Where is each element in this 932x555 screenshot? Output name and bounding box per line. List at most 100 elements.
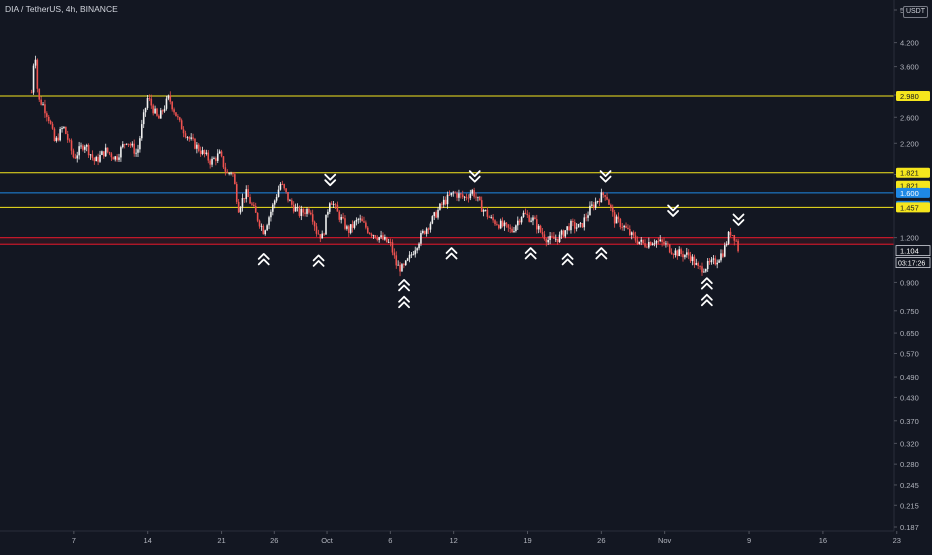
candle-down <box>731 235 734 236</box>
candle-down <box>313 221 316 227</box>
level-label-text: 1.600 <box>900 189 919 198</box>
candle-up <box>503 222 506 227</box>
candle-down <box>661 239 663 242</box>
candle-down <box>338 211 341 220</box>
candle-down <box>441 203 443 205</box>
candle-down <box>285 188 287 192</box>
countdown-label: 03:17:26 <box>895 257 931 269</box>
candle-down <box>203 150 206 155</box>
candle-up <box>135 152 137 154</box>
candle-down <box>486 209 489 217</box>
candle-down <box>97 156 99 162</box>
candle-up <box>384 236 386 240</box>
candle-up <box>589 205 591 216</box>
candle-down <box>480 200 483 212</box>
candle-down <box>461 194 464 198</box>
chevron-up-icon <box>595 247 608 260</box>
candle-down <box>237 201 240 213</box>
candle-down <box>611 207 614 213</box>
candle-down <box>479 196 481 201</box>
candle-down <box>30 92 33 94</box>
candle-down <box>180 120 183 130</box>
candle-down <box>391 242 394 253</box>
chevron-stroke <box>700 277 713 285</box>
candle-up <box>615 216 618 224</box>
candle-up <box>154 108 156 114</box>
candle-up <box>380 235 382 238</box>
chevron-stroke <box>599 175 612 183</box>
time-tick-label: Oct <box>321 536 334 545</box>
level-label-text: 2.980 <box>900 92 919 101</box>
candle-up <box>63 126 65 128</box>
candle-down <box>448 194 451 196</box>
candle-down <box>456 192 458 198</box>
candle-up <box>706 261 709 270</box>
currency-label[interactable]: USDT <box>902 6 928 18</box>
candle-up <box>104 147 107 157</box>
level-label-bg <box>896 91 930 102</box>
candle-down <box>235 184 238 202</box>
candle-up <box>452 192 455 194</box>
candles <box>30 55 739 277</box>
candle-down <box>103 151 105 157</box>
candle-down <box>475 196 477 198</box>
candle-up <box>558 234 561 243</box>
candle-down <box>682 254 684 258</box>
candle-down <box>543 234 546 240</box>
chevron-up-icon <box>445 247 458 260</box>
level-label-text: 1.821 <box>900 169 919 178</box>
candle-down <box>158 115 160 119</box>
candle-down <box>251 203 253 205</box>
candle-down <box>161 110 164 112</box>
candle-down <box>581 223 584 228</box>
candle-up <box>122 144 124 148</box>
candle-down <box>444 199 447 205</box>
candle-up <box>566 226 568 231</box>
candle-down <box>199 150 202 154</box>
candle-down <box>435 212 437 218</box>
candle-down <box>171 101 173 110</box>
price-tick-label: 1.200 <box>900 234 919 243</box>
candle-up <box>277 189 280 197</box>
last-price-text: 1.104 <box>900 247 919 256</box>
candle-down <box>551 235 553 237</box>
candle-up <box>42 104 44 106</box>
candle-up <box>727 231 730 244</box>
candle-up <box>268 217 270 226</box>
candle-down <box>133 143 135 154</box>
last-price-label: 1.104 <box>895 245 931 257</box>
candle-up <box>84 146 86 150</box>
candle-down <box>534 217 536 220</box>
candle-up <box>260 225 263 227</box>
chevron-stroke <box>700 293 713 301</box>
candle-up <box>213 158 215 160</box>
candle-down <box>342 217 344 219</box>
candle-down <box>49 121 52 124</box>
candle-up <box>275 196 278 201</box>
candle-down <box>169 95 172 102</box>
candle-up <box>59 129 61 141</box>
price-tick-label: 0.187 <box>900 523 919 532</box>
candle-up <box>55 137 58 141</box>
candle-up <box>516 220 519 226</box>
candle-down <box>40 99 42 105</box>
candle-up <box>101 151 103 155</box>
candle-up <box>296 206 299 208</box>
candle-up <box>228 172 230 174</box>
candle-down <box>292 204 295 212</box>
chevron-stroke <box>599 170 612 178</box>
candle-up <box>686 252 688 255</box>
candle-down <box>670 252 673 255</box>
candle-up <box>463 196 466 198</box>
candle-down <box>492 217 494 221</box>
candle-up <box>437 209 439 218</box>
candle-up <box>583 217 586 228</box>
candle-up <box>591 204 593 206</box>
candle-up <box>638 241 641 244</box>
candle-down <box>699 265 701 267</box>
chevron-up-icon <box>524 247 537 260</box>
candle-down <box>602 192 605 195</box>
candle-up <box>429 223 432 230</box>
